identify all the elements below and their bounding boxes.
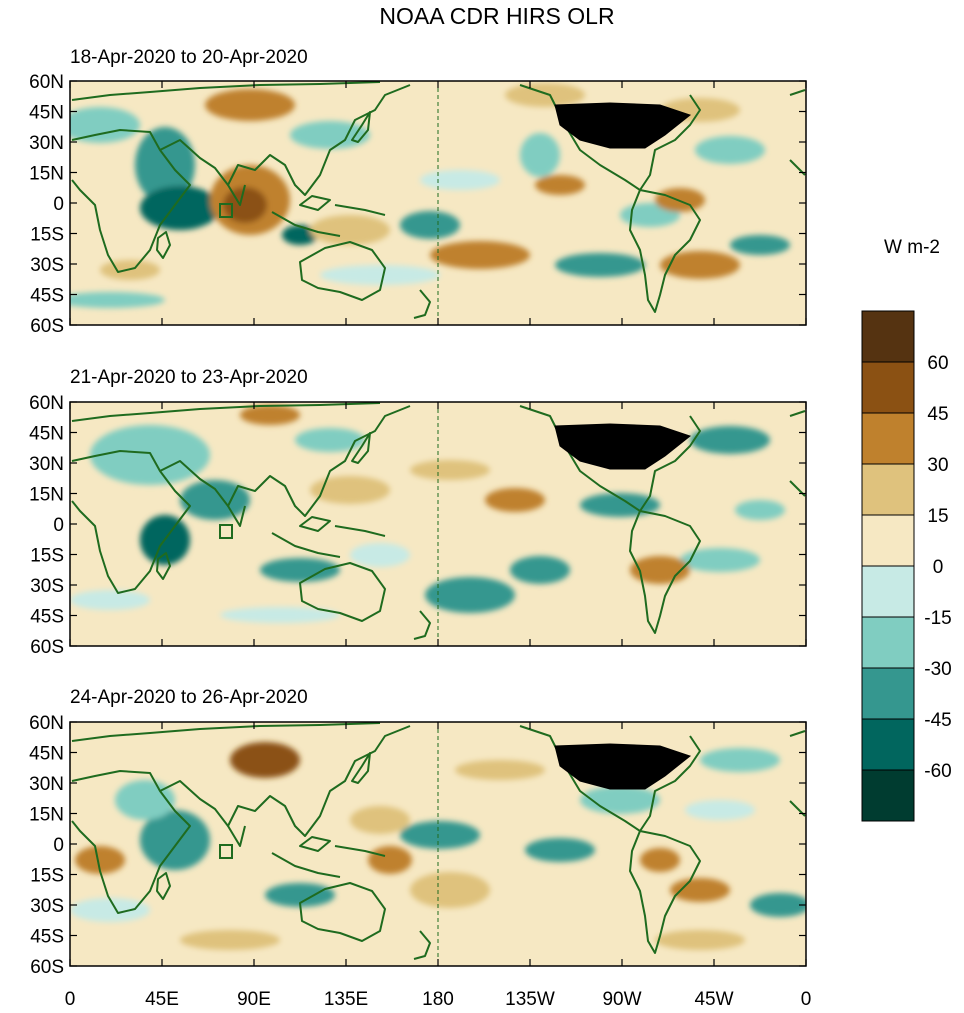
lat-label: 15N [29, 485, 64, 506]
panel-title: 18-Apr-2020 to 20-Apr-2020 [70, 47, 308, 68]
olr-field [70, 81, 806, 325]
colorbar-swatch [861, 616, 915, 669]
colorbar-label: -15 [924, 608, 951, 629]
lon-label: 0 [65, 989, 76, 1010]
colorbar-label: 0 [933, 557, 944, 578]
us-land-mask [554, 102, 692, 790]
lat-label: 30S [30, 896, 64, 917]
colorbar-swatch [861, 565, 915, 618]
colorbar-swatch [861, 514, 915, 567]
lon-labels: 0 45E 90E 135E 180 135W 90W 45W 0 [65, 989, 812, 1010]
lat-label: 45N [29, 424, 64, 445]
lat-label: 0 [53, 515, 64, 536]
colorbar-swatch [861, 718, 915, 771]
lat-label: 45N [29, 744, 64, 765]
lat-label: 15S [30, 225, 64, 246]
lat-label: 30N [29, 133, 64, 154]
region-box [219, 844, 233, 859]
lon-label: 90W [602, 989, 641, 1010]
lat-label: 45S [30, 927, 64, 948]
colorbar: 60 45 30 15 0 -15 -30 -45 -60 [861, 310, 952, 822]
colorbar-label: 30 [927, 455, 948, 476]
lon-label: 45E [145, 989, 179, 1010]
colorbar-swatch [861, 412, 915, 465]
figure-title: NOAA CDR HIRS OLR [379, 3, 614, 29]
lat-label: 60N [29, 72, 64, 93]
lat-label: 60S [30, 957, 64, 978]
colorbar-label: -45 [924, 710, 951, 731]
colorbar-swatch [861, 361, 915, 414]
lat-label: 15S [30, 866, 64, 887]
region-box [219, 524, 233, 539]
panel: 21-Apr-2020 to 23-Apr-2020 [69, 367, 807, 647]
lat-labels: 60N 45N 30N 15N 0 15S 30S 45S 60S 60N 45N 30N 15N 0 15… [29, 72, 807, 978]
olr-field [70, 722, 806, 966]
panel: 18-Apr-2020 to 20-Apr-2020 [69, 47, 807, 326]
lon-label: 180 [422, 989, 454, 1010]
lat-label: 45S [30, 607, 64, 628]
colorbar-swatch [861, 667, 915, 720]
lat-label: 45S [30, 286, 64, 307]
colorbar-label: 15 [927, 506, 948, 527]
lat-label: 30S [30, 255, 64, 276]
lat-label: 45N [29, 103, 64, 124]
lat-label: 0 [53, 194, 64, 215]
panel-title: 24-Apr-2020 to 26-Apr-2020 [70, 687, 308, 708]
panel: 24-Apr-2020 to 26-Apr-2020 [69, 687, 807, 967]
colorbar-swatch [861, 769, 915, 822]
colorbar-swatch [861, 310, 915, 363]
lat-label: 30S [30, 576, 64, 597]
colorbar-units: W m-2 [884, 237, 940, 258]
colorbar-label: 45 [927, 404, 948, 425]
lat-label: 60S [30, 637, 64, 658]
lon-label: 90E [237, 989, 271, 1010]
region-box [219, 203, 233, 218]
lat-label: 60N [29, 713, 64, 734]
lon-label: 135W [505, 989, 555, 1010]
lat-label: 30N [29, 774, 64, 795]
lat-label: 15N [29, 164, 64, 185]
colorbar-label: -60 [924, 761, 951, 782]
lat-label: 60N [29, 393, 64, 414]
colorbar-swatch [861, 463, 915, 516]
lat-label: 30N [29, 454, 64, 475]
panel-title: 21-Apr-2020 to 23-Apr-2020 [70, 367, 308, 388]
lon-label: 0 [801, 989, 812, 1010]
lat-label: 15N [29, 805, 64, 826]
lon-label: 135E [324, 989, 368, 1010]
lat-label: 0 [53, 835, 64, 856]
lat-label: 15S [30, 546, 64, 567]
lat-label: 60S [30, 316, 64, 337]
lon-label: 45W [694, 989, 733, 1010]
colorbar-label: 60 [927, 353, 948, 374]
colorbar-label: -30 [924, 659, 951, 680]
